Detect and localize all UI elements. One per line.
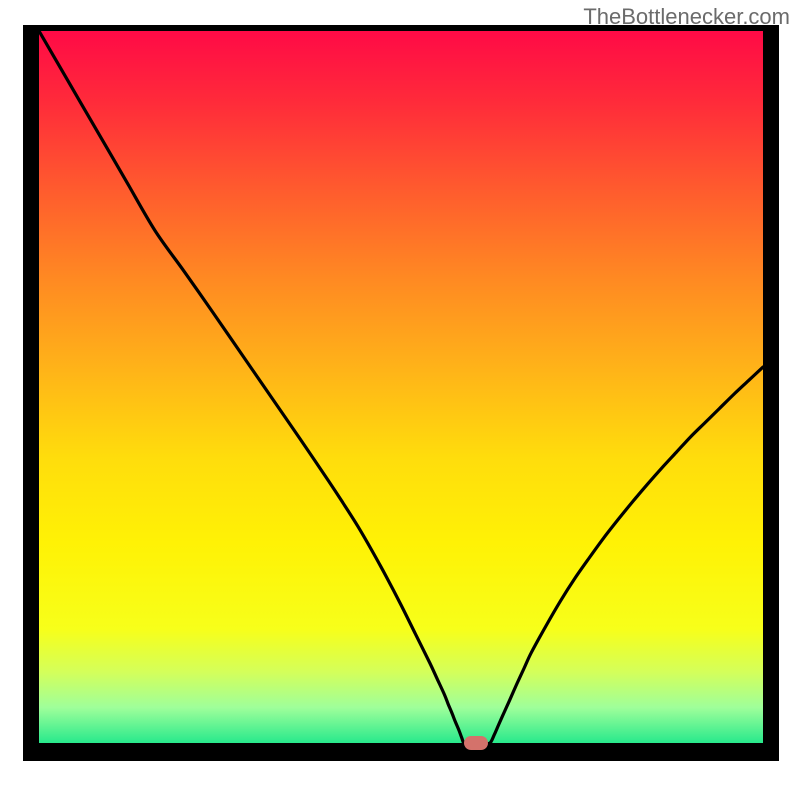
optimal-point-marker	[464, 736, 488, 750]
plot-frame	[23, 25, 779, 761]
bottleneck-curve	[39, 31, 763, 743]
chart-container: TheBottlenecker.com	[0, 0, 800, 800]
watermark-text: TheBottlenecker.com	[583, 4, 790, 30]
